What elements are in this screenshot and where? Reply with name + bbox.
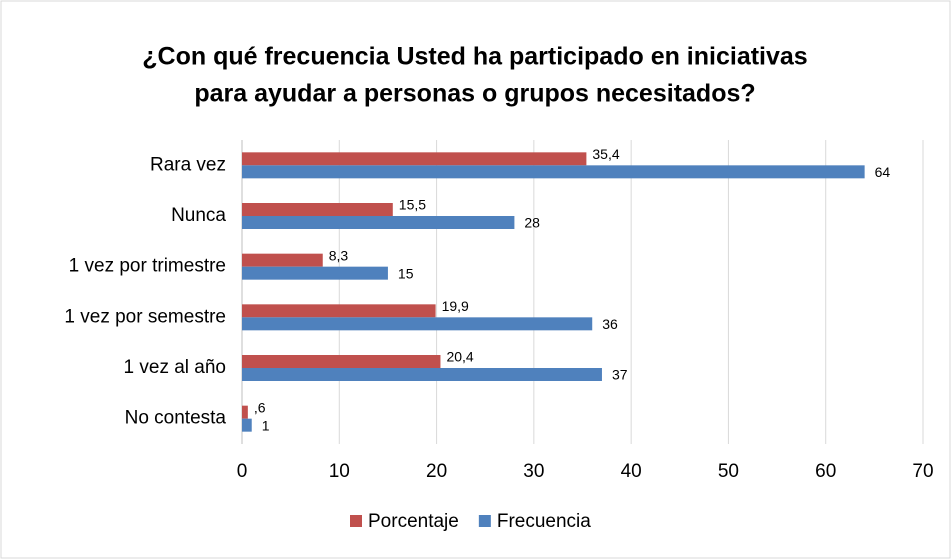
bar (242, 405, 248, 419)
x-tick-label: 20 (426, 461, 447, 482)
y-tick-label: 1 vez por semestre (64, 306, 226, 327)
data-label: 28 (524, 215, 540, 231)
data-label: 20,4 (446, 349, 473, 365)
data-label: 35,4 (592, 146, 619, 162)
data-label: 64 (875, 164, 891, 180)
bar (242, 355, 441, 368)
data-label: 37 (612, 367, 628, 383)
legend-swatch (478, 515, 491, 527)
data-label: 15,5 (399, 197, 426, 213)
x-tick-label: 40 (621, 461, 642, 482)
legend-swatch (350, 515, 362, 527)
bar (242, 368, 602, 381)
y-tick-label: No contesta (125, 408, 227, 429)
bar (242, 266, 388, 280)
data-label: 1 (262, 417, 270, 433)
x-tick-label: 30 (523, 461, 544, 482)
chart-title: para ayudar a personas o grupos necesita… (194, 80, 755, 108)
chart-title: ¿Con qué frecuencia Usted ha participado… (142, 43, 807, 71)
y-tick-label: 1 vez al año (124, 357, 226, 378)
x-tick-label: 60 (815, 461, 836, 482)
bar (242, 418, 252, 432)
bar (242, 317, 593, 331)
data-label: ,6 (254, 399, 266, 415)
bar (242, 165, 865, 179)
bar (242, 304, 436, 318)
data-label: 36 (602, 316, 618, 332)
y-tick-label: Nunca (171, 205, 226, 226)
x-tick-label: 0 (237, 461, 248, 482)
data-label: 19,9 (442, 298, 469, 314)
x-tick-label: 50 (718, 461, 739, 482)
bar (242, 216, 515, 229)
legend-label: Porcentaje (368, 511, 459, 532)
x-tick-label: 10 (329, 461, 350, 482)
bar (242, 203, 393, 216)
data-label: 8,3 (329, 247, 349, 263)
bar (242, 253, 323, 267)
bar (242, 152, 587, 166)
legend-label: Frecuencia (497, 511, 591, 532)
y-tick-label: 1 vez por trimestre (69, 256, 226, 277)
data-label: 15 (398, 265, 414, 281)
y-tick-label: Rara vez (150, 154, 226, 175)
x-tick-label: 70 (912, 461, 933, 482)
